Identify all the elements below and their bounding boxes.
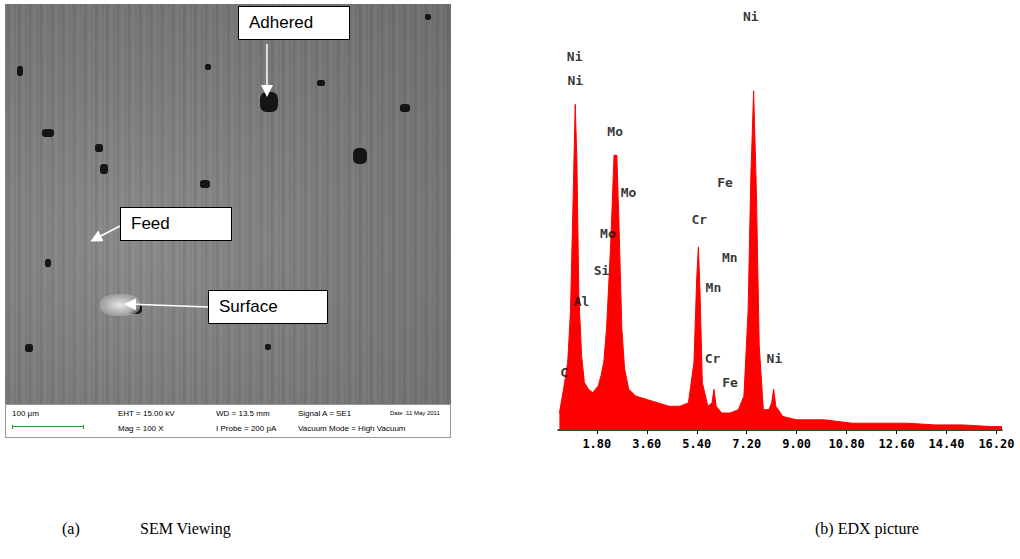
svg-text:Cr: Cr <box>691 212 707 227</box>
svg-text:9.00: 9.00 <box>782 437 811 451</box>
html-text:Signal A = SE1: Signal A = SE1 <box>298 409 352 418</box>
svg-text:Al: Al <box>574 294 590 309</box>
html-text:EHT = 15.00 kV: EHT = 15.00 kV <box>118 409 175 418</box>
html-text:SEM Viewing: SEM Viewing <box>140 520 231 537</box>
svg-text:3.60: 3.60 <box>632 437 661 451</box>
html-text:Feed: Feed <box>131 214 170 233</box>
svg-text:Cr: Cr <box>705 351 721 366</box>
html-text:(b) EDX picture: (b) EDX picture <box>815 520 919 537</box>
svg-text:1.80: 1.80 <box>582 437 611 451</box>
svg-text:Ni: Ni <box>567 73 583 88</box>
svg-text:5.40: 5.40 <box>682 437 711 451</box>
html-text:WD = 13.5 mm: WD = 13.5 mm <box>216 409 270 418</box>
svg-text:Fe: Fe <box>722 375 738 390</box>
svg-text:Ni: Ni <box>767 351 783 366</box>
svg-text:14.40: 14.40 <box>928 437 964 451</box>
svg-text:Mo: Mo <box>621 185 637 200</box>
svg-text:Mn: Mn <box>706 280 722 295</box>
svg-text:Ni: Ni <box>743 9 759 24</box>
html-text:Surface: Surface <box>219 297 278 316</box>
svg-text:12.60: 12.60 <box>878 437 914 451</box>
svg-text:Ni: Ni <box>567 49 583 64</box>
html-text:Date :11 May 2011: Date :11 May 2011 <box>390 410 440 416</box>
svg-text:Fe: Fe <box>717 175 733 190</box>
html-text:(a): (a) <box>62 520 80 537</box>
svg-text:7.20: 7.20 <box>732 437 761 451</box>
svg-text:C: C <box>560 365 568 380</box>
html-text:Mag = 100 X: Mag = 100 X <box>118 424 164 433</box>
html-text:Vacuum Mode = High Vacuum: Vacuum Mode = High Vacuum <box>298 424 406 433</box>
html-text:100 µm: 100 µm <box>12 409 39 418</box>
svg-text:10.80: 10.80 <box>829 437 865 451</box>
svg-text:16.20: 16.20 <box>978 437 1014 451</box>
svg-text:Mo: Mo <box>607 124 623 139</box>
svg-text:Si: Si <box>594 263 610 278</box>
html-text:I Probe = 200 pA: I Probe = 200 pA <box>216 424 277 433</box>
svg-text:Mo: Mo <box>600 226 616 241</box>
svg-text:Mn: Mn <box>722 250 738 265</box>
html-text:Adhered: Adhered <box>249 13 314 32</box>
